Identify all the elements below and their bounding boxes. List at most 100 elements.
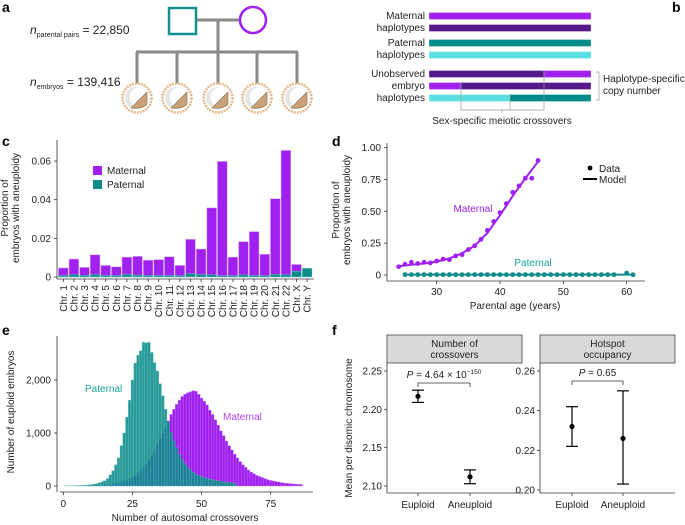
maternal-haplotype-1 bbox=[428, 12, 592, 20]
histogram-bar-paternal bbox=[188, 469, 193, 487]
x-tick-label: Chr. 8 bbox=[133, 285, 144, 312]
histogram-bar-paternal bbox=[78, 485, 82, 487]
x-tick-label: Chr. 13 bbox=[186, 285, 197, 318]
y-tick-label: 0.75 bbox=[362, 175, 382, 186]
x-tick-label: 50 bbox=[196, 499, 208, 510]
bar-maternal bbox=[174, 265, 186, 278]
x-tick-label: Chr. 17 bbox=[228, 285, 239, 318]
embryo-icon bbox=[241, 82, 273, 114]
x-tick-label: Euploid bbox=[555, 500, 588, 511]
histogram-bar-paternal bbox=[111, 470, 115, 487]
series-label-paternal: Paternal bbox=[85, 384, 122, 395]
x-axis-label: Parental age (years) bbox=[470, 301, 561, 312]
bar-paternal bbox=[206, 274, 217, 278]
bar-paternal bbox=[227, 275, 239, 278]
x-tick-label: 30 bbox=[431, 287, 443, 298]
bar-paternal bbox=[142, 275, 154, 278]
bar-maternal bbox=[259, 253, 270, 278]
x-tick-label: Chr. 19 bbox=[250, 285, 261, 318]
histogram-bar-paternal bbox=[164, 408, 168, 487]
bar-paternal bbox=[217, 275, 228, 278]
data-point-maternal bbox=[434, 258, 440, 264]
histogram-bar-paternal bbox=[108, 474, 112, 487]
series-label-paternal: Paternal bbox=[514, 258, 551, 269]
x-tick-label: Chr. Y bbox=[303, 285, 314, 313]
embryo-label: Unobserved bbox=[371, 69, 425, 80]
histogram-bar-paternal bbox=[180, 459, 184, 487]
histogram-bar-paternal bbox=[183, 463, 187, 487]
data-point-paternal bbox=[497, 272, 503, 278]
y-tick-label: 0.06 bbox=[32, 157, 52, 168]
haplotype-segment bbox=[428, 70, 545, 78]
parental-pairs-count: nparental pairs = 22,850 bbox=[30, 23, 130, 39]
histogram-bar-paternal bbox=[136, 354, 140, 487]
data-point-maternal bbox=[415, 261, 421, 266]
histogram-bar-maternal bbox=[208, 410, 212, 487]
histogram-bar-paternal bbox=[106, 478, 110, 487]
x-tick-label: Chr. 15 bbox=[207, 285, 218, 318]
embryo-icon bbox=[202, 82, 234, 114]
paternal-label: Paternal bbox=[388, 38, 425, 49]
paternal-haplotype-2 bbox=[428, 51, 592, 59]
bar-maternal bbox=[132, 256, 143, 278]
data-point-paternal bbox=[560, 272, 566, 278]
bar-paternal bbox=[174, 275, 186, 278]
histogram-bar-paternal bbox=[197, 475, 201, 487]
embryos bbox=[121, 82, 313, 114]
histogram-bar-paternal bbox=[205, 477, 209, 487]
chart-c-aneuploidy-by-chromosome: Chr. 1 Chr. 2 Chr. 3 Chr. 4 Chr. 5 Chr. 6 Chr.… bbox=[0, 140, 314, 317]
p-symbol: P bbox=[407, 370, 414, 381]
x-tick-label: Chr. 10 bbox=[154, 285, 165, 318]
histogram-bar-maternal bbox=[299, 484, 303, 487]
data-point-paternal bbox=[535, 272, 541, 278]
x-axis-label: Number of autosomal crossovers bbox=[112, 513, 259, 524]
bar-paternal bbox=[111, 275, 122, 278]
paternal-label: haplotypes bbox=[377, 50, 425, 61]
histogram-bar-maternal bbox=[224, 440, 228, 487]
series-label-maternal: Maternal bbox=[454, 204, 493, 215]
histogram-bar-paternal bbox=[186, 466, 190, 487]
y-tick-label: 0.20 bbox=[516, 486, 536, 497]
bar-paternal bbox=[195, 274, 207, 278]
y-axis-label: embryos with aneuploidy bbox=[342, 155, 353, 265]
haplotype-segment bbox=[428, 24, 592, 32]
x-tick-label: Chr. 9 bbox=[144, 285, 155, 312]
x-tick-label: 0 bbox=[61, 499, 67, 510]
histogram-bar-paternal bbox=[177, 454, 181, 487]
y-tick-label: 0.25 bbox=[362, 239, 382, 250]
embryos-count: nembryos = 139,416 bbox=[30, 75, 121, 91]
haplotype-segment bbox=[428, 82, 462, 90]
data-point-maternal bbox=[408, 259, 414, 265]
histogram-bar-paternal bbox=[224, 481, 228, 487]
histogram-bar-paternal bbox=[175, 447, 179, 487]
x-tick-label: 60 bbox=[621, 287, 633, 298]
histogram-bar-paternal bbox=[86, 484, 90, 487]
y-axis-label: Mean per disomic chromosome bbox=[344, 358, 355, 498]
histogram-bar-paternal bbox=[172, 440, 176, 487]
histogram-bar-maternal bbox=[211, 414, 215, 487]
mother-circle-icon bbox=[238, 5, 268, 35]
histogram-bar-maternal bbox=[296, 484, 300, 487]
histogram-bar-paternal bbox=[208, 478, 212, 487]
panel-a-pedigree: nparental pairs = 22,850 nembryos = 139,… bbox=[30, 5, 313, 114]
mean-point bbox=[620, 435, 626, 442]
histogram-bar-paternal bbox=[114, 464, 118, 487]
data-point-paternal bbox=[434, 272, 440, 278]
x-tick-label: Chr. 7 bbox=[122, 285, 133, 312]
mean-point bbox=[415, 393, 421, 399]
data-point-maternal bbox=[503, 201, 509, 207]
histogram-bar-maternal bbox=[213, 419, 217, 487]
data-point-maternal bbox=[465, 247, 471, 252]
data-point-paternal bbox=[548, 272, 554, 278]
y-tick-label: 2.10 bbox=[363, 482, 383, 493]
bar-paternal bbox=[291, 271, 302, 278]
data-point-paternal bbox=[484, 272, 490, 278]
copy-number-label: copy number bbox=[603, 86, 661, 97]
data-point-paternal bbox=[421, 272, 427, 278]
histogram-bar-maternal bbox=[288, 483, 292, 487]
copy-number-label: Haplotype-specific bbox=[603, 74, 685, 85]
data-point-paternal bbox=[554, 272, 560, 278]
histogram-bar-maternal bbox=[230, 449, 234, 487]
y-tick-label: 0.24 bbox=[516, 406, 536, 417]
bar-maternal bbox=[270, 198, 281, 278]
